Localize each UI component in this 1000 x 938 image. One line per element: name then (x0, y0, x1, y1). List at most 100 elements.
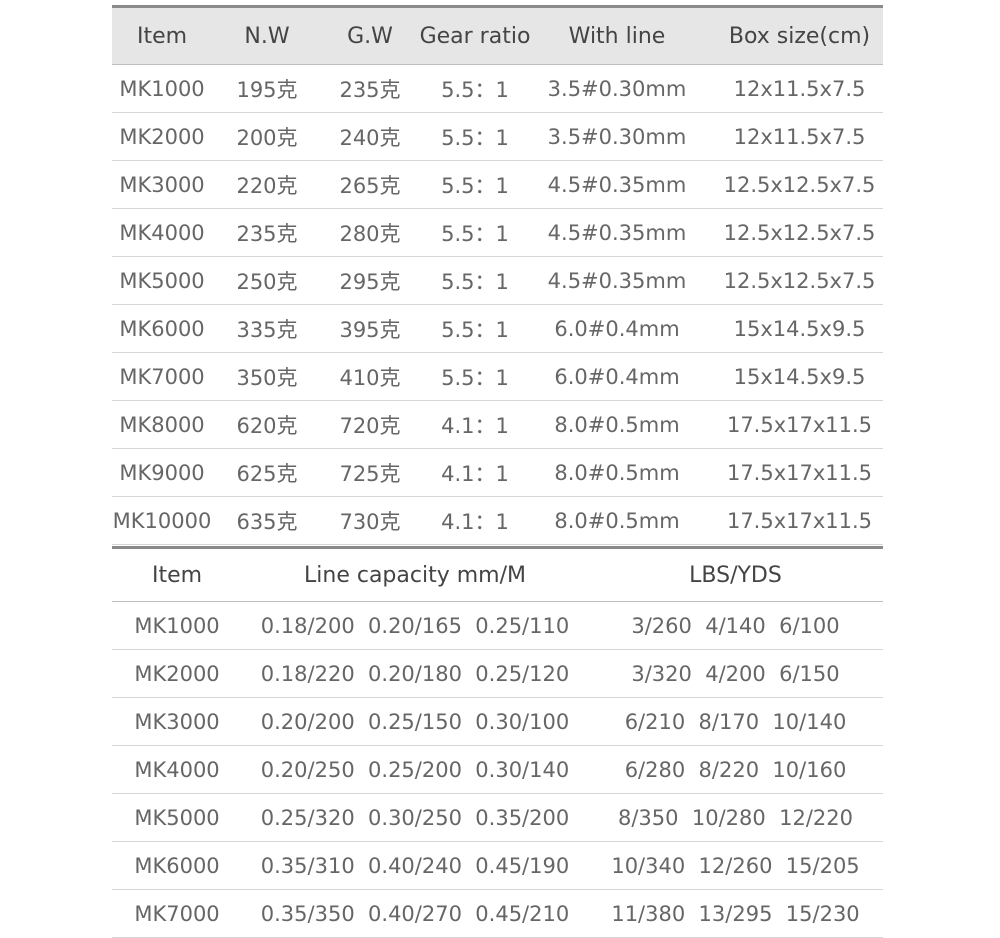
table-row: MK1000 195克 235克 5.5：1 3.5#0.30mm 12x11.5x7.5 (112, 65, 883, 113)
table-cell: 335克 (236, 317, 298, 342)
specs-table: Item N.W G.W Gear ratio With line Box size(cm… (112, 5, 883, 545)
table-row: MK2000 200克 240克 5.5：1 3.5#0.30mm 12x11.5x7.5 (112, 113, 883, 161)
table-cell: 5.5：1 (441, 221, 509, 246)
table-cell: 395克 (339, 317, 401, 342)
table-cell: 8.0#0.5mm (554, 460, 680, 485)
table-cell: 12x11.5x7.5 (733, 124, 866, 149)
header-row: Item N.W G.W Gear ratio With line Box size(cm… (112, 8, 883, 65)
table-cell: 720克 (339, 413, 401, 438)
table-cell: 3.5#0.30mm (547, 124, 687, 149)
table-cell: 6.0#0.4mm (554, 316, 680, 341)
column-header: Item (151, 562, 203, 588)
table-row: MK3000 0.20/200 0.25/150 0.30/100 6/210 8/… (112, 698, 883, 746)
table-row: MK6000 0.35/310 0.40/240 0.45/190 10/340 1… (112, 842, 883, 890)
column-header: LBS/YDS (689, 562, 782, 588)
table-cell: MK2000 (119, 124, 205, 149)
table-cell: 240克 (339, 125, 401, 150)
table-cell: 235克 (236, 221, 298, 246)
table-cell: MK8000 (119, 412, 205, 437)
table-cell: MK3000 (119, 172, 205, 197)
table-cell: MK10000 (112, 508, 212, 533)
table-cell: 5.5：1 (441, 269, 509, 294)
table-cell: MK7000 (119, 364, 205, 389)
table-cell: 4.5#0.35mm (547, 172, 687, 197)
header-row: Item Line capacity mm/M LBS/YDS (112, 549, 883, 602)
table-cell: 730克 (339, 509, 401, 534)
table-cell: 625克 (236, 461, 298, 486)
table-row: MK4000 0.20/250 0.25/200 0.30/140 6/280 8/… (112, 746, 883, 794)
table-cell: 6/280 8/220 10/160 (624, 757, 847, 782)
table-cell: 8.0#0.5mm (554, 412, 680, 437)
table-cell: 4.5#0.35mm (547, 220, 687, 245)
table-cell: 4.1：1 (441, 413, 509, 438)
column-header: Gear ratio (419, 23, 531, 49)
table-row: MK5000 250克 295克 5.5：1 4.5#0.35mm 12.5x12.5x7… (112, 257, 883, 305)
table-cell: 5.5：1 (441, 317, 509, 342)
table-cell: 0.35/350 0.40/270 0.45/210 (260, 901, 570, 926)
table-cell: 0.25/320 0.30/250 0.35/200 (260, 805, 570, 830)
table-cell: 15x14.5x9.5 (733, 316, 866, 341)
table-cell: 6.0#0.4mm (554, 364, 680, 389)
table-cell: 3/260 4/140 6/100 (631, 613, 840, 638)
table-cell: 410克 (339, 365, 401, 390)
table-cell: MK5000 (134, 805, 220, 830)
table-cell: 0.20/250 0.25/200 0.30/140 (260, 757, 570, 782)
table-cell: MK4000 (134, 757, 220, 782)
table-cell: 4.5#0.35mm (547, 268, 687, 293)
table-cell: 195克 (236, 77, 298, 102)
table-cell: MK1000 (134, 613, 220, 638)
column-header: Item (136, 23, 188, 49)
table-cell: MK6000 (119, 316, 205, 341)
table-cell: 0.35/310 0.40/240 0.45/190 (260, 853, 570, 878)
table-cell: MK3000 (134, 709, 220, 734)
table-cell: 725克 (339, 461, 401, 486)
table-row: MK9000 625克 725克 4.1：1 8.0#0.5mm 17.5x17x11.5 (112, 449, 883, 497)
column-header: G.W (347, 23, 393, 49)
table-cell: 295克 (339, 269, 401, 294)
table-row: MK7000 350克 410克 5.5：1 6.0#0.4mm 15x14.5x9.5 (112, 353, 883, 401)
table-row: MK4000 235克 280克 5.5：1 4.5#0.35mm 12.5x12.5x7… (112, 209, 883, 257)
table-cell: 250克 (236, 269, 298, 294)
table-cell: 5.5：1 (441, 365, 509, 390)
table-cell: 635克 (236, 509, 298, 534)
table-cell: 0.18/200 0.20/165 0.25/110 (260, 613, 570, 638)
table-cell: 5.5：1 (441, 173, 509, 198)
table-cell: 11/380 13/295 15/230 (611, 901, 860, 926)
table-cell: MK6000 (134, 853, 220, 878)
table-cell: 5.5：1 (441, 125, 509, 150)
table-row: MK10000 635克 730克 4.1：1 8.0#0.5mm 17.5x17x11.… (112, 497, 883, 545)
table-cell: MK9000 (119, 460, 205, 485)
table-cell: 10/340 12/260 15/205 (611, 853, 860, 878)
table-cell: 4.1：1 (441, 461, 509, 486)
table-cell: MK5000 (119, 268, 205, 293)
table-cell: 200克 (236, 125, 298, 150)
table-row: MK5000 0.25/320 0.30/250 0.35/200 8/350 10… (112, 794, 883, 842)
table-cell: 235克 (339, 77, 401, 102)
table-cell: 5.5：1 (441, 77, 509, 102)
table-cell: 0.18/220 0.20/180 0.25/120 (260, 661, 570, 686)
table-cell: 3/320 4/200 6/150 (631, 661, 840, 686)
table-cell: MK2000 (134, 661, 220, 686)
table-cell: 17.5x17x11.5 (726, 508, 873, 533)
table-cell: 15x14.5x9.5 (733, 364, 866, 389)
table-cell: 280克 (339, 221, 401, 246)
column-header: Line capacity mm/M (304, 562, 526, 588)
table-cell: 4.1：1 (441, 509, 509, 534)
table-cell: 265克 (339, 173, 401, 198)
table-cell: 12.5x12.5x7.5 (723, 268, 876, 293)
table-row: MK8000 620克 720克 4.1：1 8.0#0.5mm 17.5x17x11.5 (112, 401, 883, 449)
table-cell: MK1000 (119, 76, 205, 101)
column-header: With line (568, 23, 666, 49)
table-row: MK6000 335克 395克 5.5：1 6.0#0.4mm 15x14.5x9.5 (112, 305, 883, 353)
table-cell: 12.5x12.5x7.5 (723, 172, 876, 197)
table-row: MK3000 220克 265克 5.5：1 4.5#0.35mm 12.5x12.5x7… (112, 161, 883, 209)
table-cell: 220克 (236, 173, 298, 198)
table-cell: 0.20/200 0.25/150 0.30/100 (260, 709, 570, 734)
table-cell: 3.5#0.30mm (547, 76, 687, 101)
table-row: MK7000 0.35/350 0.40/270 0.45/210 11/380 1… (112, 890, 883, 938)
column-header: Box size(cm) (728, 23, 871, 49)
table-cell: 620克 (236, 413, 298, 438)
table-cell: 8/350 10/280 12/220 (618, 805, 853, 830)
table-cell: MK7000 (134, 901, 220, 926)
table-cell: 12.5x12.5x7.5 (723, 220, 876, 245)
